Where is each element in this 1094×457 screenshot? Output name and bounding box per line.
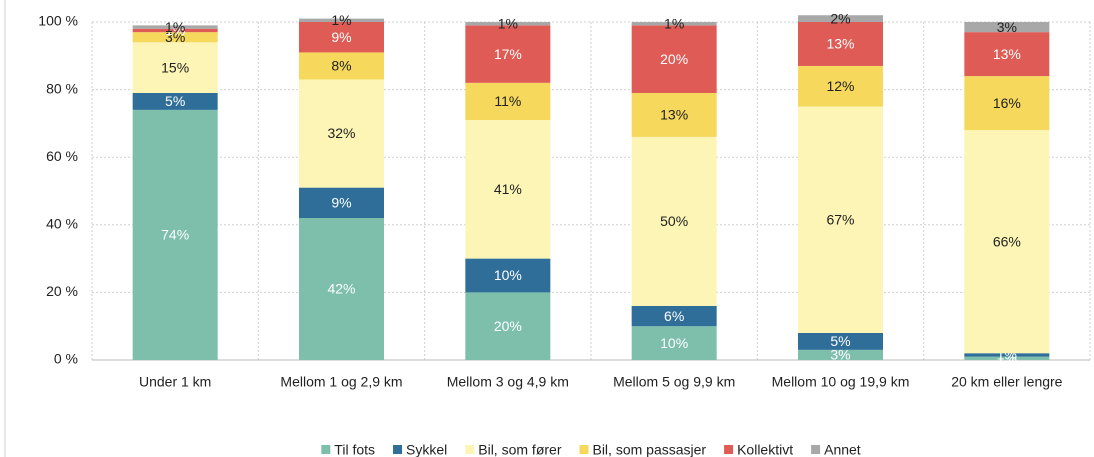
bar-segment <box>631 92 717 137</box>
data-label: 15% <box>161 59 189 75</box>
data-label: 1% <box>331 12 351 28</box>
data-label: 9% <box>331 195 351 211</box>
x-tick-label: Mellom 3 og 4,9 km <box>447 374 569 390</box>
bar-segment <box>631 326 717 360</box>
x-tick-label: Mellom 1 og 2,9 km <box>280 374 402 390</box>
data-label: 13% <box>993 46 1021 62</box>
data-label: 11% <box>494 93 521 109</box>
data-label: 3% <box>165 29 185 45</box>
legend-label: Kollektivt <box>737 442 793 457</box>
legend-label: Til fots <box>334 442 375 457</box>
data-label: 20% <box>660 51 688 67</box>
bar-segment <box>964 353 1050 357</box>
y-tick-label: 100 % <box>38 13 78 29</box>
data-label: 41% <box>494 181 522 197</box>
bar-segment <box>132 25 218 29</box>
data-label: 8% <box>331 58 351 74</box>
data-label: 1% <box>165 19 185 35</box>
bar-segment <box>299 79 384 188</box>
bar-segment <box>964 356 1050 360</box>
data-label: 1% <box>664 15 684 31</box>
y-tick-label: 60 % <box>46 148 78 164</box>
bar-segment <box>132 28 218 33</box>
legend-label: Bil, som passasjer <box>592 442 706 457</box>
data-label: 67% <box>826 211 854 227</box>
data-label: 16% <box>993 95 1021 111</box>
data-label: 32% <box>327 125 355 141</box>
bar-segment <box>132 32 218 43</box>
bar-segment <box>465 292 551 360</box>
data-label: 66% <box>993 233 1021 249</box>
x-tick-label: Mellom 5 og 9,9 km <box>613 374 735 390</box>
bar-segment <box>798 332 883 350</box>
bar-segment <box>964 76 1050 131</box>
data-label: 1% <box>498 15 518 31</box>
bar-segment <box>299 218 384 360</box>
bar-segment <box>299 52 384 80</box>
bar-segment <box>798 15 883 22</box>
bar-segment <box>299 187 384 219</box>
bar-segment <box>299 22 384 53</box>
bar-segment <box>631 136 717 306</box>
bar-segment <box>465 258 551 293</box>
data-label: 20% <box>494 318 522 334</box>
bar-segment <box>798 22 883 66</box>
legend-label: Bil, som fører <box>478 442 562 457</box>
data-label: 9% <box>331 29 351 45</box>
data-label: 5% <box>165 93 185 109</box>
data-label: 6% <box>664 308 684 324</box>
data-label: 10% <box>660 335 688 351</box>
y-tick-label: 80 % <box>46 80 78 96</box>
legend-swatch <box>811 445 821 454</box>
x-tick-label: Under 1 km <box>139 374 211 390</box>
bar-segment <box>132 42 218 93</box>
data-label: 2% <box>830 10 850 26</box>
data-label: 12% <box>826 78 854 94</box>
data-label: 3% <box>997 19 1017 35</box>
bar-segment <box>964 32 1050 77</box>
legend-label: Annet <box>824 442 861 457</box>
bar-segment <box>132 109 218 360</box>
bar-segment <box>631 305 717 327</box>
legend-swatch <box>579 445 589 454</box>
bar-segment <box>465 25 551 83</box>
bar-segment <box>798 349 883 360</box>
bar-segment <box>299 18 384 22</box>
legend-swatch <box>321 445 331 454</box>
data-label: 17% <box>494 46 522 62</box>
y-tick-label: 40 % <box>46 216 78 232</box>
data-label: 50% <box>660 213 688 229</box>
bar-segment <box>132 92 218 110</box>
x-tick-label: Mellom 10 og 19,9 km <box>772 374 910 390</box>
legend-swatch <box>393 445 403 454</box>
data-label: 10% <box>494 267 522 283</box>
bar-segment <box>798 65 883 107</box>
data-label: 13% <box>826 36 854 52</box>
data-label: 42% <box>327 281 355 297</box>
x-tick-label: 20 km eller lengre <box>951 374 1062 390</box>
bar-segment <box>465 22 551 26</box>
legend-swatch <box>465 445 475 454</box>
y-tick-label: 0 % <box>54 351 78 367</box>
data-label: 74% <box>161 227 189 243</box>
data-label: 13% <box>660 107 688 123</box>
bar-segment <box>465 120 551 259</box>
data-label: 5% <box>830 333 850 349</box>
bar-segment <box>798 106 883 333</box>
y-tick-label: 20 % <box>46 283 78 299</box>
bar-segment <box>964 22 1050 33</box>
legend-swatch <box>724 445 734 454</box>
bar-segment <box>631 22 717 26</box>
data-label: 3% <box>830 347 850 363</box>
legend-label: Sykkel <box>406 442 447 457</box>
bar-segment <box>964 130 1050 354</box>
bar-segment <box>465 82 551 121</box>
bar-segment <box>631 25 717 93</box>
